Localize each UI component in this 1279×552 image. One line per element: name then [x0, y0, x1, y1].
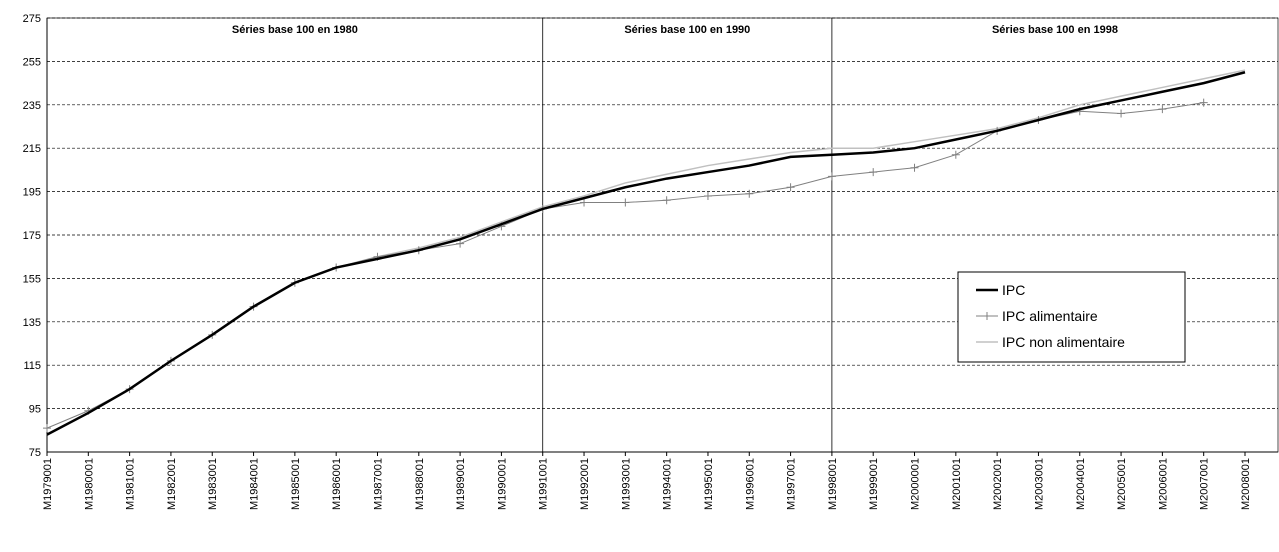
y-tick-label: 235 — [23, 100, 41, 112]
x-tick-label: M1981001 — [125, 458, 137, 510]
section-label: Séries base 100 en 1998 — [992, 24, 1118, 36]
legend-label: IPC alimentaire — [1002, 308, 1098, 324]
x-tick-label: M1988001 — [414, 458, 426, 510]
point-marker — [786, 183, 795, 192]
x-tick-label: M1991001 — [538, 458, 550, 510]
y-tick-label: 115 — [23, 360, 41, 372]
x-tick-label: M2004001 — [1075, 458, 1087, 510]
x-tick-label: M1996001 — [744, 458, 756, 510]
x-tick-label: M1987001 — [372, 458, 384, 510]
point-marker — [456, 239, 465, 248]
x-tick-label: M1990001 — [496, 458, 508, 510]
legend-marker — [983, 312, 991, 320]
y-tick-label: 255 — [23, 56, 41, 68]
y-tick-label: 175 — [23, 230, 41, 242]
legend-label: IPC non alimentaire — [1002, 334, 1125, 350]
x-tick-label: M1980001 — [83, 458, 95, 510]
y-tick-label: 75 — [29, 447, 41, 459]
x-tick-label: M1993001 — [620, 458, 632, 510]
point-marker — [1199, 98, 1208, 107]
x-tick-label: M1999001 — [868, 458, 880, 510]
point-marker — [745, 189, 754, 198]
x-tick-label: M1997001 — [786, 458, 798, 510]
point-marker — [43, 424, 51, 433]
section-label: Séries base 100 en 1990 — [624, 24, 750, 36]
y-tick-label: 135 — [23, 317, 41, 329]
x-tick-label: M2007001 — [1199, 458, 1211, 510]
y-tick-label: 95 — [29, 404, 41, 416]
x-tick-label: M1979001 — [42, 458, 54, 510]
point-marker — [662, 196, 671, 205]
point-marker — [869, 168, 878, 177]
x-tick-label: M2002001 — [992, 458, 1004, 510]
point-marker — [621, 198, 630, 207]
y-tick-label: 275 — [23, 13, 41, 25]
y-tick-label: 215 — [23, 143, 41, 155]
x-tick-label: M2008001 — [1240, 458, 1252, 510]
x-tick-label: M1985001 — [290, 458, 302, 510]
x-tick-label: M1986001 — [331, 458, 343, 510]
legend-label: IPC — [1002, 282, 1025, 298]
x-tick-label: M1995001 — [703, 458, 715, 510]
x-tick-label: M1982001 — [166, 458, 178, 510]
point-marker — [951, 150, 960, 159]
plot-frame — [46, 17, 1279, 453]
y-tick-label: 155 — [23, 273, 41, 285]
x-tick-label: M2003001 — [1033, 458, 1045, 510]
x-tick-label: M1992001 — [579, 458, 591, 510]
series-line — [46, 69, 1246, 436]
point-marker — [910, 163, 919, 172]
x-tick-label: M1983001 — [207, 458, 219, 510]
x-tick-label: M1994001 — [662, 458, 674, 510]
y-tick-label: 195 — [23, 187, 41, 199]
x-tick-label: M2005001 — [1116, 458, 1128, 510]
point-marker — [580, 198, 589, 207]
x-tick-label: M1998001 — [827, 458, 839, 510]
point-marker — [1158, 105, 1167, 114]
x-tick-label: M2001001 — [951, 458, 963, 510]
x-tick-label: M1989001 — [455, 458, 467, 510]
x-tick-label: M2000001 — [910, 458, 922, 510]
legend-box — [957, 271, 1186, 363]
section-label: Séries base 100 en 1980 — [232, 24, 358, 36]
point-marker — [827, 172, 836, 181]
x-tick-label: M1984001 — [249, 458, 261, 510]
x-tick-label: M2006001 — [1157, 458, 1169, 510]
series-line — [46, 71, 1246, 436]
point-marker — [1117, 109, 1126, 118]
series-line — [46, 102, 1204, 429]
point-marker — [703, 191, 712, 200]
